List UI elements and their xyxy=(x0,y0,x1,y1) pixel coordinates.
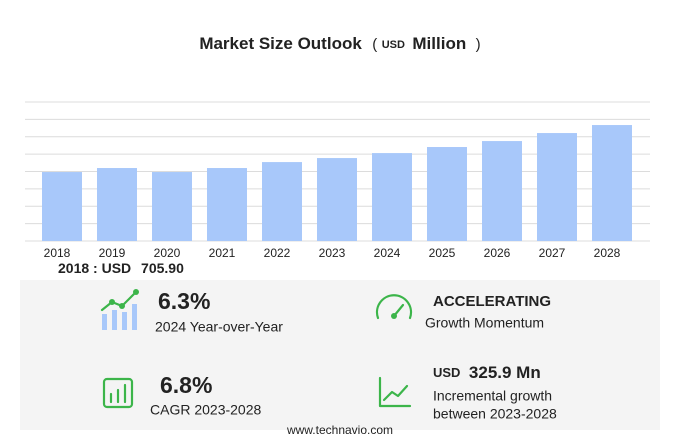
bar xyxy=(262,162,302,241)
unit-label: Million xyxy=(412,34,466,53)
bar xyxy=(537,133,577,241)
x-tick-label: 2025 xyxy=(429,246,456,260)
bar xyxy=(372,153,412,241)
bar xyxy=(317,158,357,241)
stat-currency: USD xyxy=(433,365,460,380)
bar xyxy=(482,141,522,241)
stat-value: 6.8% xyxy=(160,372,212,398)
icon-momentum xyxy=(375,294,413,320)
icon-incremental xyxy=(378,376,412,408)
x-tick-label: 2028 xyxy=(594,246,621,260)
highlight-label: 2018 : USD xyxy=(58,260,131,276)
bar xyxy=(592,125,632,241)
footer: www.technavio.com xyxy=(286,423,393,437)
x-tick-label: 2026 xyxy=(484,246,511,260)
x-tick-label: 2018 xyxy=(44,246,71,260)
unit-close: ) xyxy=(476,36,481,53)
highlight: 2018 : USD 705.90 xyxy=(58,260,184,276)
x-tick-label: 2020 xyxy=(154,246,181,260)
stat-label: 2024 Year-over-Year xyxy=(155,319,283,335)
x-tick-label: 2024 xyxy=(374,246,401,260)
plot: 2018 2019 2020 2021 2022 2023 2024 2025 2026 2027… xyxy=(25,101,650,260)
stat-label: CAGR 2023-2028 xyxy=(150,402,262,418)
bar xyxy=(152,172,192,241)
chart-title: Market Size Outlook ( USD Million ) xyxy=(199,34,480,53)
bar xyxy=(97,168,137,241)
x-tick-label: 2019 xyxy=(99,246,126,260)
highlight-value: 705.90 xyxy=(141,260,184,276)
stats-panel xyxy=(20,280,660,430)
x-tick-label: 2022 xyxy=(264,246,291,260)
x-tick-label: 2023 xyxy=(319,246,346,260)
stat-value: 6.3% xyxy=(158,288,210,314)
stat-label: between 2023-2028 xyxy=(433,406,557,422)
icon-yoy xyxy=(100,289,139,330)
stat-label: Growth Momentum xyxy=(425,315,544,331)
stat-label: Incremental growth xyxy=(433,388,552,404)
bar xyxy=(427,147,467,241)
x-tick-label: 2027 xyxy=(539,246,566,260)
unit-currency: USD xyxy=(382,39,405,51)
bar xyxy=(42,172,82,241)
icon-cagr xyxy=(102,377,134,409)
stat-value: ACCELERATING xyxy=(433,293,551,310)
x-tick-label: 2021 xyxy=(209,246,236,260)
bar xyxy=(207,168,247,241)
unit-open: ( xyxy=(372,36,377,53)
title-text: Market Size Outlook xyxy=(199,34,362,53)
stat-value: USD 325.9 Mn xyxy=(433,363,541,382)
stat-amount: 325.9 Mn xyxy=(469,363,541,382)
